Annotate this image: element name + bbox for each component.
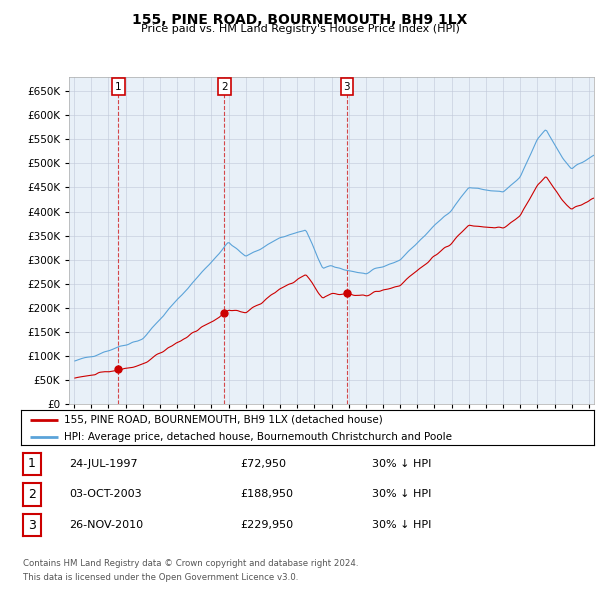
Text: 3: 3 [344, 81, 350, 91]
Text: Contains HM Land Registry data © Crown copyright and database right 2024.: Contains HM Land Registry data © Crown c… [23, 559, 358, 568]
Text: £229,950: £229,950 [240, 520, 293, 530]
Text: 30% ↓ HPI: 30% ↓ HPI [372, 520, 431, 530]
Text: 03-OCT-2003: 03-OCT-2003 [69, 490, 142, 499]
Text: 1: 1 [115, 81, 121, 91]
Text: 2: 2 [221, 81, 227, 91]
Text: This data is licensed under the Open Government Licence v3.0.: This data is licensed under the Open Gov… [23, 573, 298, 582]
Text: £72,950: £72,950 [240, 459, 286, 468]
Text: £188,950: £188,950 [240, 490, 293, 499]
Text: 155, PINE ROAD, BOURNEMOUTH, BH9 1LX (detached house): 155, PINE ROAD, BOURNEMOUTH, BH9 1LX (de… [64, 415, 383, 425]
Text: Price paid vs. HM Land Registry's House Price Index (HPI): Price paid vs. HM Land Registry's House … [140, 24, 460, 34]
Text: 155, PINE ROAD, BOURNEMOUTH, BH9 1LX: 155, PINE ROAD, BOURNEMOUTH, BH9 1LX [133, 13, 467, 27]
Text: 24-JUL-1997: 24-JUL-1997 [69, 459, 137, 468]
Text: 30% ↓ HPI: 30% ↓ HPI [372, 490, 431, 499]
Text: 3: 3 [28, 519, 36, 532]
Text: 26-NOV-2010: 26-NOV-2010 [69, 520, 143, 530]
Text: HPI: Average price, detached house, Bournemouth Christchurch and Poole: HPI: Average price, detached house, Bour… [64, 432, 452, 441]
Text: 30% ↓ HPI: 30% ↓ HPI [372, 459, 431, 468]
Text: 2: 2 [28, 488, 36, 501]
Text: 1: 1 [28, 457, 36, 470]
